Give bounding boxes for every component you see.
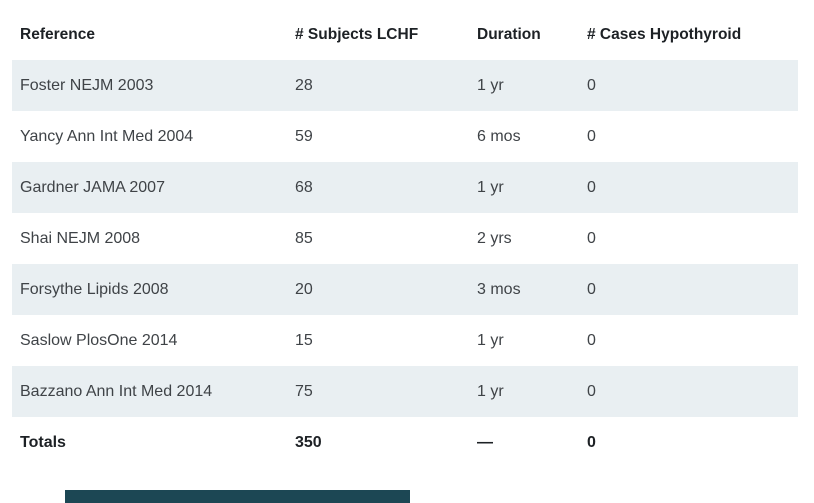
table-row: Saslow PlosOne 2014 15 1 yr 0: [12, 315, 798, 366]
table-row: Foster NEJM 2003 28 1 yr 0: [12, 60, 798, 111]
table-row: Bazzano Ann Int Med 2014 75 1 yr 0: [12, 366, 798, 417]
totals-duration: —: [477, 433, 493, 451]
cell-reference: Bazzano Ann Int Med 2014: [20, 382, 213, 400]
cell-cases: 0: [587, 76, 596, 94]
table-header-row: Reference # Subjects LCHF Duration # Cas…: [12, 10, 798, 60]
cell-cases: 0: [587, 229, 596, 247]
cell-duration: 6 mos: [477, 127, 521, 145]
cell-cases: 0: [587, 280, 596, 298]
totals-subjects: 350: [295, 433, 322, 451]
cell-reference: Yancy Ann Int Med 2004: [20, 127, 194, 145]
cell-subjects: 85: [295, 229, 313, 247]
cell-duration: 1 yr: [477, 178, 504, 196]
cell-cases: 0: [587, 178, 596, 196]
table-totals-row: Totals 350 — 0: [12, 417, 798, 468]
next-section-partial-bar: [65, 490, 410, 503]
cell-subjects: 28: [295, 76, 313, 94]
column-header-cases-hypothyroid: # Cases Hypothyroid: [587, 26, 742, 43]
cell-duration: 1 yr: [477, 382, 504, 400]
cell-reference: Shai NEJM 2008: [20, 229, 141, 247]
totals-cases: 0: [587, 433, 596, 451]
cell-reference: Forsythe Lipids 2008: [20, 280, 169, 298]
cell-duration: 1 yr: [477, 331, 504, 349]
cell-duration: 2 yrs: [477, 229, 512, 247]
cell-subjects: 75: [295, 382, 313, 400]
table-row: Yancy Ann Int Med 2004 59 6 mos 0: [12, 111, 798, 162]
column-header-subjects-lchf: # Subjects LCHF: [295, 26, 419, 43]
cell-duration: 1 yr: [477, 76, 504, 94]
table-row: Gardner JAMA 2007 68 1 yr 0: [12, 162, 798, 213]
cell-subjects: 20: [295, 280, 313, 298]
cell-cases: 0: [587, 127, 596, 145]
totals-label: Totals: [20, 433, 66, 451]
cell-reference: Foster NEJM 2003: [20, 76, 154, 94]
cell-reference: Saslow PlosOne 2014: [20, 331, 178, 349]
cell-cases: 0: [587, 382, 596, 400]
cell-cases: 0: [587, 331, 596, 349]
table-row: Shai NEJM 2008 85 2 yrs 0: [12, 213, 798, 264]
cell-subjects: 59: [295, 127, 313, 145]
cell-subjects: 15: [295, 331, 313, 349]
table-row: Forsythe Lipids 2008 20 3 mos 0: [12, 264, 798, 315]
column-header-reference: Reference: [20, 26, 95, 43]
cell-subjects: 68: [295, 178, 313, 196]
lchf-studies-table: Reference # Subjects LCHF Duration # Cas…: [12, 10, 798, 468]
cell-duration: 3 mos: [477, 280, 521, 298]
cell-reference: Gardner JAMA 2007: [20, 178, 165, 196]
column-header-duration: Duration: [477, 26, 541, 43]
